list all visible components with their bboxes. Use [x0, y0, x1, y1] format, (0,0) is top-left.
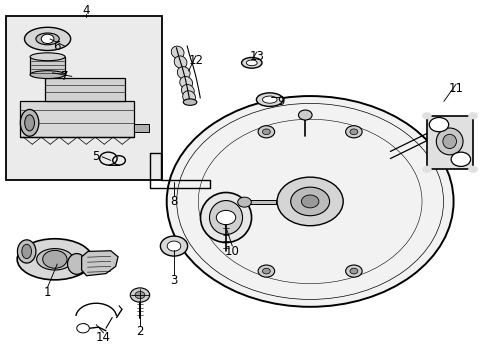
Bar [244, 200, 276, 204]
Ellipse shape [442, 134, 456, 149]
Ellipse shape [200, 193, 251, 243]
Bar [30, 57, 65, 75]
Circle shape [450, 152, 469, 166]
Circle shape [41, 34, 54, 44]
Bar [45, 78, 125, 102]
Text: 12: 12 [188, 54, 203, 67]
Circle shape [301, 195, 318, 208]
Circle shape [237, 197, 251, 207]
Ellipse shape [30, 53, 65, 61]
Ellipse shape [262, 96, 277, 103]
Ellipse shape [246, 60, 257, 66]
Text: 14: 14 [96, 332, 111, 345]
Text: 9: 9 [277, 95, 284, 108]
Circle shape [290, 187, 329, 216]
Ellipse shape [181, 85, 194, 97]
Bar [6, 16, 162, 180]
Ellipse shape [30, 71, 65, 78]
Ellipse shape [67, 253, 86, 274]
Ellipse shape [177, 67, 190, 79]
Circle shape [130, 288, 149, 302]
Ellipse shape [183, 99, 197, 105]
Circle shape [345, 126, 362, 138]
Ellipse shape [171, 46, 183, 59]
Text: 4: 4 [82, 4, 90, 17]
Bar [426, 116, 472, 169]
Circle shape [216, 210, 235, 225]
Circle shape [160, 236, 187, 256]
Text: 6: 6 [54, 40, 61, 53]
Text: 13: 13 [249, 50, 264, 63]
Bar [20, 102, 134, 137]
Ellipse shape [24, 27, 71, 50]
Ellipse shape [435, 128, 462, 155]
Circle shape [262, 129, 270, 135]
Circle shape [421, 166, 431, 173]
Ellipse shape [37, 249, 73, 270]
Text: 11: 11 [447, 82, 463, 95]
Circle shape [298, 110, 311, 120]
Circle shape [42, 250, 67, 268]
Ellipse shape [20, 109, 39, 136]
Circle shape [421, 112, 431, 119]
Circle shape [467, 166, 477, 173]
Text: 2: 2 [136, 325, 143, 338]
Ellipse shape [183, 91, 195, 103]
Circle shape [262, 268, 270, 274]
Text: 10: 10 [224, 245, 239, 258]
Ellipse shape [180, 76, 192, 89]
Bar [134, 124, 148, 132]
Polygon shape [81, 251, 118, 276]
Circle shape [277, 177, 343, 226]
Ellipse shape [25, 115, 34, 131]
Circle shape [135, 292, 144, 298]
Circle shape [166, 96, 453, 307]
Ellipse shape [22, 244, 31, 258]
Circle shape [349, 268, 357, 274]
Circle shape [467, 112, 477, 119]
Text: 3: 3 [170, 274, 177, 287]
Text: 5: 5 [92, 150, 100, 163]
Circle shape [345, 265, 362, 277]
Text: 1: 1 [44, 286, 51, 299]
Circle shape [77, 324, 89, 333]
Circle shape [349, 129, 357, 135]
Circle shape [428, 117, 448, 132]
Text: 8: 8 [170, 195, 177, 208]
Text: 7: 7 [61, 70, 68, 83]
Ellipse shape [209, 201, 242, 234]
Bar [6, 16, 162, 180]
Ellipse shape [241, 58, 262, 68]
Ellipse shape [18, 240, 36, 263]
Ellipse shape [256, 93, 283, 107]
Ellipse shape [174, 56, 186, 68]
Circle shape [258, 126, 274, 138]
Ellipse shape [36, 33, 59, 45]
Ellipse shape [17, 239, 92, 280]
Circle shape [167, 241, 181, 251]
Circle shape [258, 265, 274, 277]
